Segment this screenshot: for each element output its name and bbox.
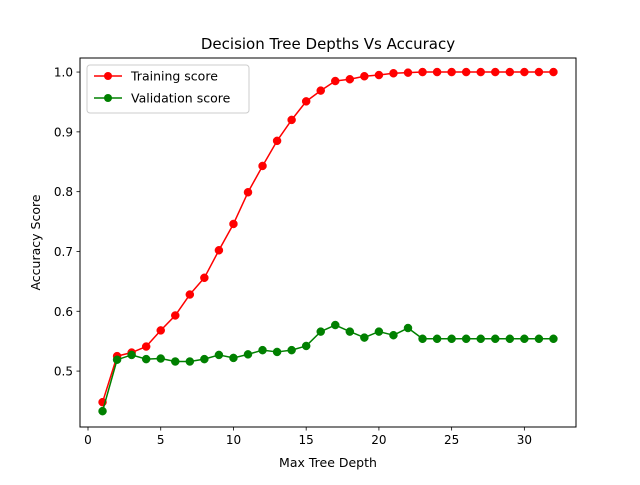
data-point-training-score bbox=[331, 76, 340, 86]
data-point-validation-score bbox=[98, 406, 107, 416]
data-point-training-score bbox=[389, 69, 398, 78]
data-point-validation-score bbox=[171, 357, 180, 366]
legend-item-training-score: Training score bbox=[94, 69, 218, 84]
x-axis-title: Max Tree Depth bbox=[279, 455, 377, 470]
data-point-training-score bbox=[534, 67, 544, 77]
data-point-validation-score bbox=[461, 334, 471, 344]
data-point-training-score bbox=[156, 326, 165, 335]
legend-box bbox=[86, 64, 250, 114]
data-point-training-score bbox=[229, 219, 238, 229]
y-axis: 0.5 0.6 0.7 0.8 0.9 1.0 bbox=[54, 66, 80, 379]
data-point-validation-score bbox=[214, 350, 224, 360]
data-point-training-score bbox=[287, 115, 296, 125]
data-point-training-score bbox=[214, 246, 224, 255]
data-point-training-score bbox=[505, 67, 515, 77]
data-point-training-score bbox=[301, 97, 311, 106]
legend-label: Validation score bbox=[131, 91, 231, 106]
data-point-validation-score bbox=[549, 334, 558, 344]
data-point-training-score bbox=[403, 68, 413, 77]
legend-item-validation-score: Validation score bbox=[94, 91, 231, 106]
data-point-training-score bbox=[200, 273, 209, 283]
data-point-training-score bbox=[243, 188, 253, 197]
x-axis: 0 5 10 15 20 25 30 bbox=[84, 427, 532, 447]
data-point-validation-score bbox=[316, 327, 325, 336]
x-tick-label: 15 bbox=[299, 433, 314, 447]
data-point-validation-score bbox=[229, 353, 238, 363]
data-point-training-score bbox=[549, 67, 558, 77]
data-point-validation-score bbox=[418, 334, 427, 344]
data-point-validation-score bbox=[243, 350, 253, 359]
data-point-training-score bbox=[520, 67, 529, 77]
data-point-training-score bbox=[258, 161, 267, 171]
legend-label: Training score bbox=[130, 69, 218, 84]
y-tick-label: 0.8 bbox=[54, 185, 73, 199]
data-point-training-score bbox=[316, 86, 325, 95]
data-point-validation-score bbox=[141, 354, 151, 364]
data-point-validation-score bbox=[534, 334, 544, 344]
data-point-validation-score bbox=[200, 354, 209, 364]
data-point-validation-score bbox=[331, 320, 340, 330]
data-point-validation-score bbox=[156, 354, 165, 363]
legend-marker bbox=[104, 94, 112, 102]
data-point-validation-score bbox=[301, 341, 311, 351]
data-point-training-score bbox=[476, 67, 485, 77]
data-point-validation-score bbox=[374, 327, 384, 336]
data-point-validation-score bbox=[447, 334, 456, 344]
y-tick-label: 0.7 bbox=[54, 245, 73, 259]
data-point-training-score bbox=[374, 70, 384, 80]
data-point-validation-score bbox=[520, 334, 529, 344]
data-point-training-score bbox=[432, 67, 442, 77]
series-line-training-score bbox=[101, 71, 554, 403]
data-point-training-score bbox=[171, 311, 180, 320]
y-tick-label: 1.0 bbox=[54, 66, 73, 80]
data-point-validation-score bbox=[389, 330, 398, 340]
data-point-training-score bbox=[447, 67, 456, 77]
data-point-training-score bbox=[345, 74, 355, 84]
data-point-validation-score bbox=[185, 357, 195, 366]
x-tick-label: 25 bbox=[444, 433, 459, 447]
series-training-score bbox=[98, 67, 558, 407]
data-point-training-score bbox=[418, 67, 427, 77]
chart-title: Decision Tree Depths Vs Accuracy bbox=[201, 35, 455, 53]
data-point-validation-score bbox=[112, 355, 122, 364]
y-tick-label: 0.6 bbox=[54, 305, 73, 319]
data-point-validation-score bbox=[505, 334, 515, 344]
data-point-validation-score bbox=[403, 323, 413, 333]
legend-marker bbox=[104, 72, 112, 80]
y-tick-label: 0.5 bbox=[54, 365, 73, 379]
x-tick-label: 30 bbox=[517, 433, 532, 447]
legend: Training score Validation score bbox=[86, 64, 250, 114]
data-point-validation-score bbox=[491, 334, 500, 344]
x-tick-label: 0 bbox=[84, 433, 92, 447]
y-tick-label: 0.9 bbox=[54, 125, 73, 139]
data-point-training-score bbox=[491, 67, 500, 77]
data-point-training-score bbox=[141, 342, 151, 351]
x-tick-label: 20 bbox=[371, 433, 386, 447]
plot-frame bbox=[79, 57, 577, 428]
data-point-validation-score bbox=[432, 334, 442, 344]
data-point-validation-score bbox=[272, 347, 282, 357]
data-point-validation-score bbox=[360, 333, 369, 342]
series-validation-score bbox=[98, 320, 558, 416]
x-tick-label: 5 bbox=[157, 433, 165, 447]
data-point-training-score bbox=[185, 290, 195, 299]
y-axis-title: Accuracy Score bbox=[28, 194, 43, 290]
data-point-training-score bbox=[360, 71, 369, 81]
x-tick-label: 10 bbox=[226, 433, 241, 447]
data-point-validation-score bbox=[127, 350, 136, 360]
data-point-training-score bbox=[461, 67, 471, 77]
data-point-validation-score bbox=[287, 345, 296, 355]
data-point-training-score bbox=[272, 136, 282, 146]
data-point-validation-score bbox=[476, 334, 485, 344]
data-point-validation-score bbox=[258, 345, 267, 355]
data-point-validation-score bbox=[345, 327, 355, 336]
series-line-validation-score bbox=[101, 324, 554, 412]
